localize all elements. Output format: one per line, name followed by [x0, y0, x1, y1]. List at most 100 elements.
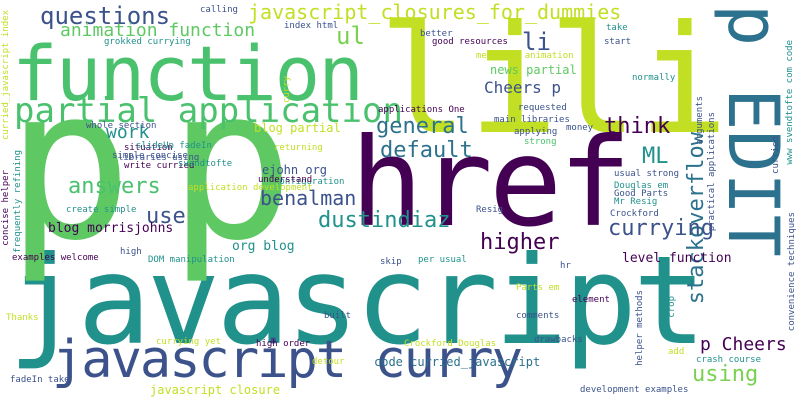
word-crockford: Crockford [610, 209, 659, 219]
word-add: add [668, 347, 685, 357]
word-comments: comments [516, 311, 560, 321]
word-frequently-refining: frequently refining [13, 150, 23, 253]
word-questions: questions [40, 2, 171, 30]
word-partial-application: partial application [14, 91, 403, 131]
word-strong: strong [524, 137, 557, 147]
word-returning: returning [274, 143, 323, 153]
word-main-libraries: main libraries [494, 115, 570, 125]
word-ml: ML [642, 144, 669, 169]
word-p-cheers: p Cheers [700, 334, 787, 355]
word-libraries-using: libraries using [118, 153, 200, 163]
word-currying-yet: currying yet [156, 337, 222, 347]
word-good-parts: Good Parts [614, 189, 669, 199]
word-ul: ul [336, 22, 365, 50]
word-whole-section: whole section [86, 121, 157, 131]
word-mr-resig: Mr Resig [614, 197, 658, 207]
word-answers: answers [68, 174, 161, 199]
word-curried: curried [771, 136, 781, 174]
word-development-examples: development examples [580, 385, 689, 395]
word-javascript-curry: javascript curry [52, 330, 523, 390]
word-situation: situation [124, 143, 173, 153]
word-built: built [324, 311, 352, 321]
word-mentions-animation: mentions animation [476, 51, 574, 61]
word-crash-course: crash course [696, 355, 762, 365]
word-org-blog: org blog [232, 239, 295, 254]
word-examples-welcome: examples welcome [12, 253, 99, 263]
word-applying: applying [514, 127, 558, 137]
word-blog-morrisjohns: blog morrisjohns [48, 221, 174, 236]
word-think: think [604, 114, 671, 139]
word-detour: detour [312, 357, 345, 367]
word-work: work [106, 122, 150, 143]
word-high-order: high order [256, 339, 311, 349]
word-concise-helper: concise helper [1, 170, 11, 246]
word-javascript: javascript [8, 230, 707, 372]
word-hr: hr [560, 261, 571, 271]
word-helper-methods: helper methods [635, 290, 645, 366]
word-news-partial: news partial [490, 63, 577, 77]
word-take: take [606, 23, 628, 33]
word-general: general [376, 114, 469, 139]
word-applications-one: applications One [378, 105, 465, 115]
word-li: li [378, 0, 559, 168]
word-good-resources: good resources [432, 37, 508, 47]
word-money: money [566, 123, 594, 133]
word-douglas-em: Douglas em [614, 181, 669, 191]
word-fadein-take: fadeIn take [10, 375, 70, 385]
word-using: using [692, 362, 759, 387]
word-javascript-closures-for-dummies: javascript_closures_for_dummies [248, 0, 622, 24]
word-element: element [572, 295, 610, 305]
word-higher: higher [480, 230, 560, 255]
word-resig: Resig [476, 205, 504, 215]
word-better: better [420, 29, 453, 39]
word-simple-concise: simple concise [112, 151, 188, 161]
word-understand: understand [258, 175, 313, 185]
word-high: high [120, 247, 142, 257]
word-convenience-techniques: convenience techniques [787, 212, 797, 332]
word-javascript-closure: javascript closure [150, 383, 281, 397]
word-application-development: application development [188, 183, 313, 193]
word-p: p [168, 42, 295, 287]
word-practical-applications: practical applications [707, 112, 717, 232]
word-per-usual: per usual [418, 255, 467, 265]
word-configuration: configuration [274, 177, 345, 187]
word-use: use [146, 204, 186, 229]
word-default: default [380, 138, 473, 163]
word-thanks: Thanks [6, 313, 39, 323]
word-usual-strong: usual strong [614, 169, 680, 179]
word-animation-function: animation function [60, 20, 256, 41]
word-crop: crop [667, 296, 677, 318]
word-crockford-douglas: Crockford Douglas [404, 339, 497, 349]
word-li: li [522, 28, 551, 56]
word-normally: normally [632, 73, 676, 83]
word-ejohn-org: ejohn org [262, 163, 328, 177]
word-grokked-currying: grokked currying [104, 37, 191, 47]
word-li: li [548, 0, 729, 168]
word-href: href [350, 112, 632, 254]
word-p: p [6, 42, 133, 287]
word-drawbacks: drawbacks [534, 335, 583, 345]
word-benalman: benalman [260, 186, 357, 210]
word-dustindiaz: dustindiaz [318, 208, 451, 233]
word-slideup-fadein: slideUp fadeIn [136, 141, 212, 151]
word-www-svendtofte-com-code: www svendtofte com code [785, 40, 795, 165]
word-p-edit: p EDIT [712, 4, 794, 257]
word-create-simple: create simple [66, 205, 137, 215]
word-write-curried: write curried [124, 161, 195, 171]
word-start: start [604, 37, 632, 47]
word-level-function: level function [622, 251, 732, 266]
word-dom-manipulation: DOM manipulation [148, 255, 235, 265]
word-blog-partial: blog partial [254, 121, 341, 135]
word-svendtofte: svendtofte [178, 159, 233, 169]
word-skip: skip [380, 257, 402, 267]
word-function: function [12, 29, 364, 118]
word-index-html: index html [284, 21, 339, 31]
word-parts-em: Parts em [516, 283, 560, 293]
word-curried-javascript-index: curried_javascript index [1, 10, 11, 141]
word-code-curried-javascript: code curried_javascript [374, 355, 541, 369]
word-requested: requested [518, 103, 567, 113]
word-calling: calling [200, 5, 238, 15]
word-cheers-p: Cheers p [484, 78, 562, 97]
word-arguments: arguments [695, 96, 705, 145]
